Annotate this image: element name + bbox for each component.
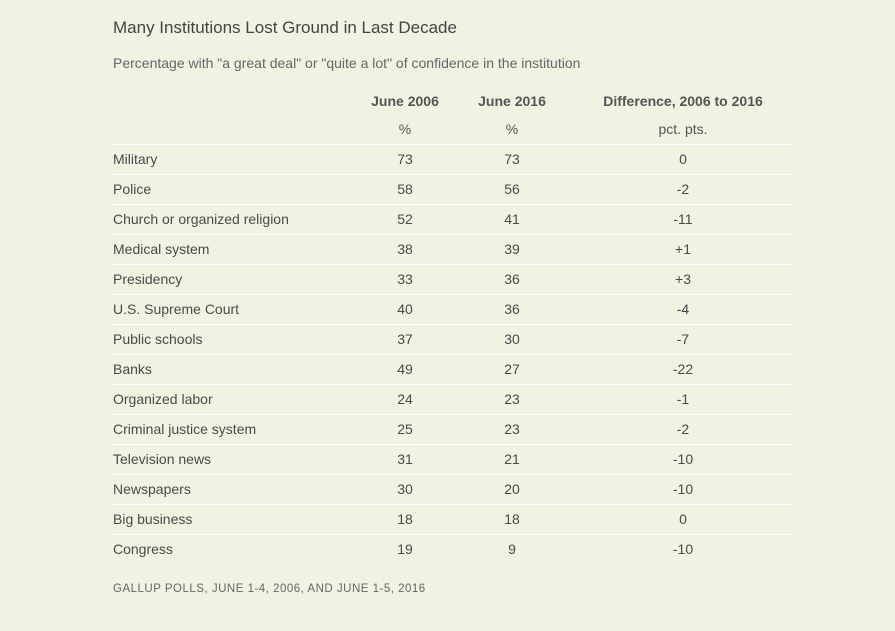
value-june-2006: 18 xyxy=(397,511,413,527)
unit-row: % % pct. pts. xyxy=(113,116,794,142)
value-june-2016: 36 xyxy=(504,271,520,287)
value-june-2006: 58 xyxy=(397,181,413,197)
value-june-2016: 27 xyxy=(504,361,520,377)
value-difference: -11 xyxy=(673,211,693,227)
table-row: Newspapers 30 20 -10 xyxy=(113,474,794,504)
value-june-2006: 52 xyxy=(397,211,413,227)
table-row: Medical system 38 39 +1 xyxy=(113,234,794,264)
value-june-2006: 31 xyxy=(397,451,413,467)
institution-name: Television news xyxy=(113,451,212,467)
institution-name: Military xyxy=(113,151,158,167)
value-june-2016: 23 xyxy=(504,421,520,437)
value-june-2016: 41 xyxy=(504,211,520,227)
value-june-2006: 37 xyxy=(397,331,413,347)
table-row: Presidency 33 36 +3 xyxy=(113,264,794,294)
value-difference: -10 xyxy=(672,451,694,467)
value-june-2016: 9 xyxy=(508,541,516,557)
table-row: Banks 49 27 -22 xyxy=(113,354,794,384)
institution-name: Church or organized religion xyxy=(113,211,289,227)
value-difference: +3 xyxy=(675,271,691,287)
institution-name: Public schools xyxy=(113,331,203,347)
value-difference: 0 xyxy=(679,511,687,527)
column-header-june-2016: June 2016 xyxy=(478,93,546,109)
value-june-2006: 49 xyxy=(397,361,413,377)
value-difference: -4 xyxy=(676,301,690,317)
value-june-2016: 18 xyxy=(504,511,520,527)
value-difference: -2 xyxy=(676,181,690,197)
table-row: Television news 31 21 -10 xyxy=(113,444,794,474)
institution-name: Newspapers xyxy=(113,481,191,497)
table-row: Big business 18 18 0 xyxy=(113,504,794,534)
source-note: GALLUP POLLS, JUNE 1-4, 2006, AND JUNE 1… xyxy=(113,583,426,595)
unit-june-2006: % xyxy=(398,121,412,137)
column-header-difference: Difference, 2006 to 2016 xyxy=(603,93,763,109)
value-june-2016: 23 xyxy=(504,391,520,407)
table-subtitle: Percentage with "a great deal" or "quite… xyxy=(113,55,581,71)
institution-name: Banks xyxy=(113,361,152,377)
institution-name: Police xyxy=(113,181,152,197)
value-difference: -7 xyxy=(676,331,690,347)
value-june-2006: 25 xyxy=(397,421,413,437)
institution-name: Congress xyxy=(113,541,173,557)
table-title: Many Institutions Lost Ground in Last De… xyxy=(113,18,457,37)
value-difference: -10 xyxy=(672,481,694,497)
institution-name: Big business xyxy=(113,511,193,527)
value-difference: -10 xyxy=(672,541,694,557)
column-header-june-2006: June 2006 xyxy=(371,93,439,109)
table-row: Congress 19 9 -10 xyxy=(113,534,794,564)
table-row: Church or organized religion 52 41 -11 xyxy=(113,204,794,234)
value-difference: -1 xyxy=(676,391,690,407)
value-june-2016: 39 xyxy=(504,241,520,257)
table-row: Military 73 73 0 xyxy=(113,144,794,174)
table-row: Police 58 56 -2 xyxy=(113,174,794,204)
value-june-2006: 24 xyxy=(397,391,413,407)
unit-difference: pct. pts. xyxy=(658,121,708,137)
value-difference: -2 xyxy=(676,421,690,437)
value-difference: +1 xyxy=(675,241,691,257)
value-june-2006: 30 xyxy=(397,481,413,497)
value-june-2016: 56 xyxy=(504,181,520,197)
unit-june-2016: % xyxy=(505,121,519,137)
value-june-2016: 36 xyxy=(504,301,520,317)
value-june-2016: 73 xyxy=(504,151,520,167)
column-header-row: June 2006 June 2016 Difference, 2006 to … xyxy=(113,88,794,114)
table-row: Organized labor 24 23 -1 xyxy=(113,384,794,414)
institution-name: Organized labor xyxy=(113,391,213,407)
value-june-2016: 20 xyxy=(504,481,520,497)
value-june-2016: 21 xyxy=(504,451,520,467)
value-june-2006: 19 xyxy=(397,541,413,557)
institution-name: Criminal justice system xyxy=(113,421,257,437)
institution-name: Medical system xyxy=(113,241,210,257)
table-row: U.S. Supreme Court 40 36 -4 xyxy=(113,294,794,324)
institution-name: Presidency xyxy=(113,271,183,287)
value-june-2016: 30 xyxy=(504,331,520,347)
table-body: Military 73 73 0 Police 58 56 -2 Church or organ… xyxy=(113,144,794,564)
value-june-2006: 38 xyxy=(397,241,413,257)
value-june-2006: 73 xyxy=(397,151,413,167)
table-row: Public schools 37 30 -7 xyxy=(113,324,794,354)
value-difference: -22 xyxy=(672,361,694,377)
value-difference: 0 xyxy=(679,151,687,167)
table-row: Criminal justice system 25 23 -2 xyxy=(113,414,794,444)
institution-name: U.S. Supreme Court xyxy=(113,301,240,317)
value-june-2006: 33 xyxy=(397,271,413,287)
value-june-2006: 40 xyxy=(397,301,413,317)
